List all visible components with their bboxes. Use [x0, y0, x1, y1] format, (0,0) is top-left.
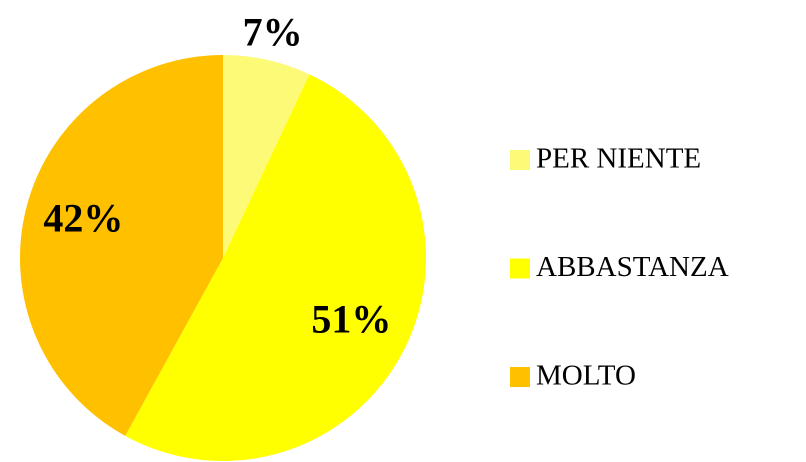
pie-slice [125, 74, 427, 462]
legend-swatch [510, 367, 530, 387]
legend-label: PER NIENTE [536, 143, 701, 175]
value-label: 42% [43, 195, 123, 240]
legend-label: ABBASTANZA [536, 251, 729, 283]
legend-swatch [510, 258, 530, 279]
legend-label: MOLTO [536, 360, 636, 392]
legend-swatch [510, 150, 530, 170]
value-label: 51% [311, 297, 391, 342]
pie-slice [20, 55, 224, 436]
value-label: 7% [243, 9, 303, 54]
pie-slice [223, 55, 310, 258]
